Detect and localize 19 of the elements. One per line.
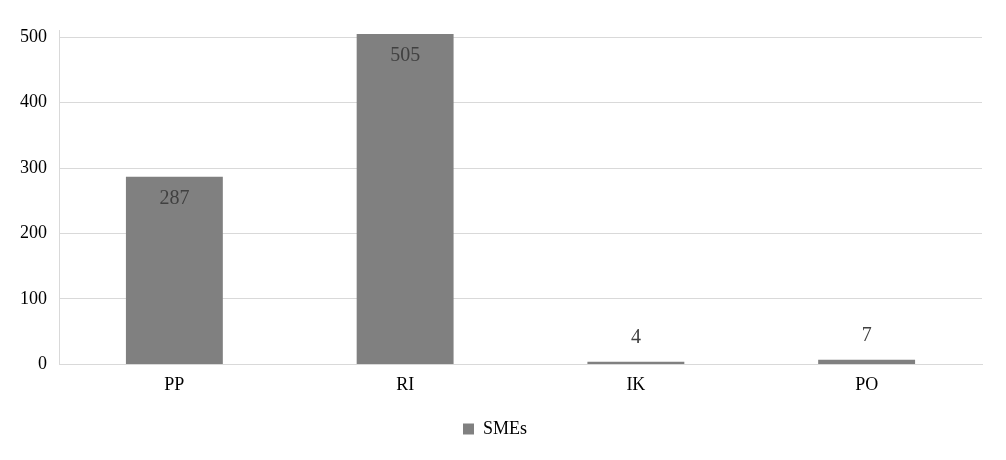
x-tick-label: PP — [164, 373, 185, 394]
legend-label: SMEs — [482, 417, 528, 438]
y-tick-label: 200 — [20, 222, 47, 243]
data-label: 4 — [630, 325, 641, 348]
data-label: 505 — [390, 43, 421, 66]
y-tick-label: 500 — [20, 26, 47, 47]
bar — [125, 176, 223, 364]
y-tick-label: 0 — [38, 353, 47, 374]
y-tick-label: 100 — [20, 287, 47, 308]
data-label: 287 — [159, 185, 190, 208]
y-tick-label: 400 — [20, 91, 47, 112]
bar — [356, 34, 454, 364]
bar — [818, 359, 916, 364]
data-label: 7 — [861, 323, 872, 346]
x-tick-label: PO — [855, 373, 879, 394]
bar — [587, 361, 685, 364]
x-tick-label: RI — [396, 373, 415, 394]
x-tick-label: IK — [626, 373, 646, 394]
y-tick-label: 300 — [20, 156, 47, 177]
